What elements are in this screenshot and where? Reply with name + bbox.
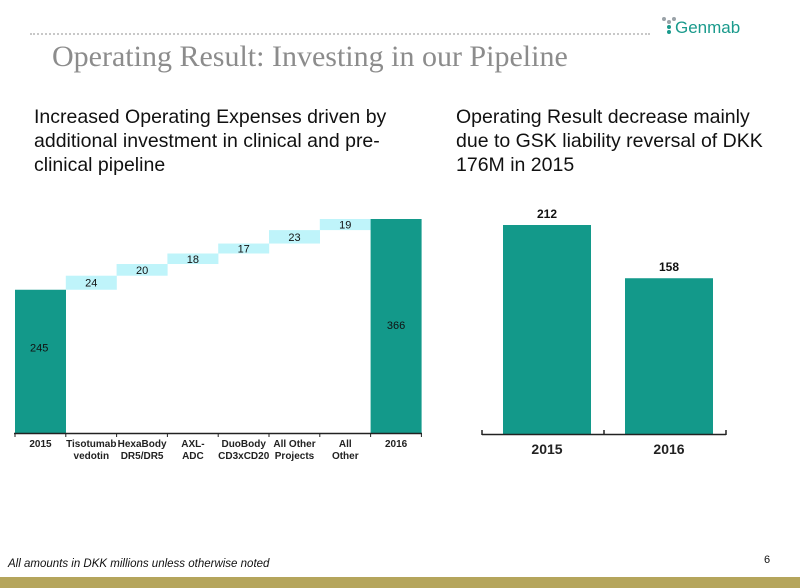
waterfall-category-label-0: 2015 xyxy=(29,439,52,450)
waterfall-category-label-4: CD3xCD20 xyxy=(218,451,270,462)
waterfall-value-label-7: 366 xyxy=(387,320,405,332)
waterfall-category-label-5: Projects xyxy=(275,451,315,462)
waterfall-value-label-0: 245 xyxy=(30,343,48,355)
result-value-label-0: 212 xyxy=(537,207,557,221)
waterfall-bar-1 xyxy=(65,275,117,290)
left-subheading: Increased Operating Expenses driven by a… xyxy=(34,106,387,176)
result-category-label-0: 2015 xyxy=(531,441,562,457)
waterfall-value-label-4: 17 xyxy=(238,244,250,256)
waterfall-category-label-2: HexaBody xyxy=(118,439,167,450)
waterfall-bar-0 xyxy=(15,289,66,433)
waterfall-bar-3 xyxy=(167,253,219,265)
waterfall-bar-4 xyxy=(218,243,270,254)
waterfall-value-label-2: 20 xyxy=(136,265,148,277)
waterfall-value-label-1: 24 xyxy=(85,278,97,290)
waterfall-category-label-1: vedotin xyxy=(74,451,110,462)
waterfall-category-label-2: DR5/DR5 xyxy=(121,451,164,462)
waterfall-category-label-5: All Other xyxy=(273,439,315,450)
waterfall-category-label-6: All xyxy=(339,439,352,450)
waterfall-category-label-6: Other xyxy=(332,451,359,462)
genmab-logo-icon xyxy=(662,17,676,34)
result-value-label-1: 158 xyxy=(659,260,679,274)
waterfall-value-label-5: 23 xyxy=(288,232,300,244)
waterfall-category-label-4: DuoBody xyxy=(221,439,266,450)
waterfall-category-label-3: ADC xyxy=(182,451,204,462)
waterfall-category-label-1: Tisotumab xyxy=(66,439,116,450)
footnote: All amounts in DKK millions unless other… xyxy=(8,558,270,570)
waterfall-category-label-7: 2016 xyxy=(385,439,408,450)
right-subheading: Operating Result decrease mainly due to … xyxy=(456,106,763,176)
waterfall-value-label-6: 19 xyxy=(339,220,351,232)
page-title: Operating Result: Investing in our Pipel… xyxy=(52,40,568,73)
result-bar-1 xyxy=(625,278,713,434)
waterfall-bar-7 xyxy=(370,219,422,433)
footer-bar xyxy=(0,577,800,588)
result-bar-0 xyxy=(503,225,591,434)
genmab-logo-text: Genmab xyxy=(675,18,741,37)
waterfall-bar-2 xyxy=(116,264,168,276)
header-dotted-rule xyxy=(30,33,650,35)
operating-result-bar-chart: 212 2015 158 2016 xyxy=(481,207,727,457)
result-category-label-1: 2016 xyxy=(653,441,684,457)
waterfall-bar-5 xyxy=(269,230,320,244)
waterfall-category-label-3: AXL- xyxy=(181,439,204,450)
waterfall-value-label-3: 18 xyxy=(187,254,199,266)
waterfall-bar-6 xyxy=(319,219,371,231)
page-number: 6 xyxy=(764,554,771,566)
